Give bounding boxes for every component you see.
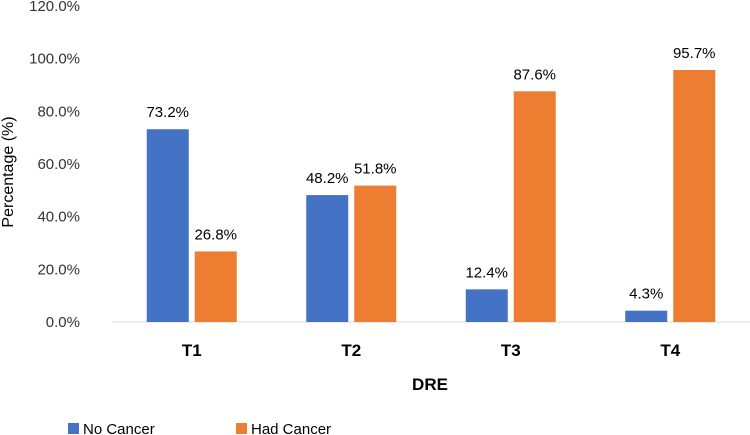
y-axis-title: Percentage (%) xyxy=(0,116,17,227)
y-tick-label: 60.0% xyxy=(37,156,80,173)
y-tick-label: 120.0% xyxy=(29,0,80,15)
data-label: 73.2% xyxy=(146,104,189,121)
x-axis-categories: T1 T2 T3 T4 xyxy=(182,341,681,360)
category-label-t3: T3 xyxy=(501,341,521,360)
bars: 73.2% 26.8% 48.2% 51.8% 12.4% 87.6% 4.3% 95.7% xyxy=(146,45,716,323)
bar-had-cancer-t2[interactable] xyxy=(354,185,397,322)
bar-no-cancer-t1[interactable] xyxy=(146,129,189,322)
legend-item-no-cancer[interactable]: No Cancer xyxy=(68,421,155,435)
data-label: 48.2% xyxy=(306,170,349,187)
legend-swatch xyxy=(68,423,79,434)
data-label: 26.8% xyxy=(194,226,237,243)
y-axis: 0.0% 20.0% 40.0% 60.0% 80.0% 100.0% 120.0% xyxy=(29,0,80,331)
data-label: 87.6% xyxy=(513,66,556,83)
bar-no-cancer-t2[interactable] xyxy=(306,195,349,322)
data-label: 4.3% xyxy=(629,286,663,303)
bar-had-cancer-t4[interactable] xyxy=(673,69,716,323)
legend-swatch xyxy=(236,423,247,434)
category-label-t2: T2 xyxy=(341,341,361,360)
data-label: 51.8% xyxy=(354,161,397,178)
y-tick-label: 0.0% xyxy=(46,314,80,331)
bar-had-cancer-t1[interactable] xyxy=(194,251,237,322)
y-tick-label: 100.0% xyxy=(29,51,80,68)
x-axis-title: DRE xyxy=(412,375,448,394)
legend-label: No Cancer xyxy=(83,421,155,435)
y-tick-label: 40.0% xyxy=(37,209,80,226)
legend-item-had-cancer[interactable]: Had Cancer xyxy=(236,421,331,435)
category-label-t1: T1 xyxy=(182,341,202,360)
bar-had-cancer-t3[interactable] xyxy=(513,91,556,322)
data-label: 95.7% xyxy=(673,45,716,62)
bar-no-cancer-t4[interactable] xyxy=(625,310,668,322)
data-label: 12.4% xyxy=(465,264,508,281)
y-tick-label: 80.0% xyxy=(37,103,80,120)
y-tick-label: 20.0% xyxy=(37,261,80,278)
legend-label: Had Cancer xyxy=(251,421,331,435)
legend[interactable]: No Cancer Had Cancer xyxy=(68,421,331,435)
category-label-t4: T4 xyxy=(660,341,680,360)
bar-no-cancer-t3[interactable] xyxy=(465,289,508,322)
